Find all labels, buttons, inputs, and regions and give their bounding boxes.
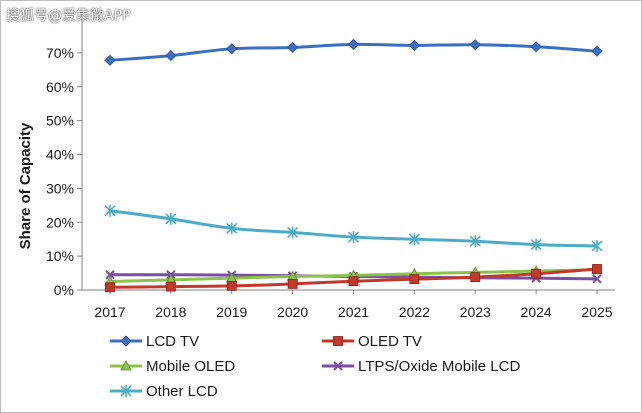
legend-marker-oled-tv: [333, 336, 343, 346]
x-tick-label: 2021: [338, 304, 369, 320]
data-point-oled-tv: [165, 281, 176, 292]
y-tick-label: 50%: [46, 113, 74, 129]
data-point-other-lcd: [104, 204, 116, 217]
x-tick-label: 2024: [521, 304, 552, 320]
data-point-oled-tv: [470, 272, 481, 283]
series-lcd-tv: [104, 38, 603, 66]
data-point-lcd-tv: [469, 39, 481, 51]
data-point-lcd-tv: [104, 54, 116, 66]
y-tick-label: 0%: [54, 282, 74, 298]
legend-item-oled-tv: OLED TV: [322, 333, 422, 350]
y-tick-label: 70%: [46, 45, 74, 61]
y-tick-label: 10%: [46, 248, 74, 264]
data-point-ltps-oxide-mobile-lcd: [592, 274, 602, 284]
chart-series: [104, 38, 603, 293]
series-other-lcd: [104, 204, 603, 252]
x-tick-label: 2025: [581, 304, 612, 320]
legend-item-lcd-tv: LCD TV: [110, 333, 199, 350]
data-point-lcd-tv: [165, 50, 177, 62]
x-tick-label: 2018: [155, 304, 186, 320]
x-tick-label: 2022: [399, 304, 430, 320]
data-point-lcd-tv: [226, 43, 238, 55]
x-tick-label: 2020: [277, 304, 308, 320]
y-tick-labels: 0% 10% 20% 30% 40% 50% 60% 70%: [46, 45, 82, 298]
y-tick-label: 40%: [46, 147, 74, 163]
data-point-lcd-tv: [530, 41, 542, 53]
data-point-other-lcd: [226, 222, 238, 235]
data-point-oled-tv: [409, 274, 420, 285]
series-oled-tv: [105, 264, 602, 293]
legend-marker-other-lcd: [120, 385, 132, 397]
legend: LCD TV OLED TV Mobile OLED LTPS/Oxide Mobil…: [110, 333, 520, 400]
legend-label-lcd-tv: LCD TV: [146, 333, 199, 350]
legend-item-ltps-oxide-mobile-lcd: LTPS/Oxide Mobile LCD: [322, 358, 520, 375]
data-point-other-lcd: [469, 235, 481, 248]
watermark: 搜狐号@爱集微APP: [6, 8, 131, 24]
data-point-other-lcd: [165, 212, 177, 225]
data-point-lcd-tv: [591, 45, 603, 57]
data-point-oled-tv: [105, 282, 115, 293]
data-point-other-lcd: [591, 239, 603, 252]
y-tick-label: 60%: [46, 79, 74, 95]
x-tick-label: 2023: [460, 304, 491, 320]
data-point-other-lcd: [287, 226, 299, 239]
data-point-other-lcd: [530, 238, 542, 251]
data-point-lcd-tv: [287, 41, 299, 54]
legend-label-other-lcd: Other LCD: [146, 383, 218, 400]
legend-label-oled-tv: OLED TV: [358, 333, 422, 350]
legend-item-mobile-oled: Mobile OLED: [110, 358, 235, 375]
data-point-lcd-tv: [347, 38, 360, 50]
data-point-other-lcd: [347, 231, 360, 244]
y-tick-label: 20%: [46, 214, 74, 230]
y-axis-label: Share of Capacity: [17, 122, 34, 249]
legend-marker-mobile-oled: [120, 360, 132, 371]
x-tick-label: 2019: [216, 304, 247, 320]
legend-marker-ltps-oxide-mobile-lcd: [333, 361, 343, 371]
data-point-oled-tv: [226, 281, 237, 291]
legend-label-mobile-oled: Mobile OLED: [146, 358, 235, 375]
y-tick-label: 30%: [46, 180, 74, 196]
x-tick-label: 2017: [94, 304, 125, 320]
data-point-oled-tv: [531, 268, 542, 279]
legend-item-other-lcd: Other LCD: [110, 383, 218, 400]
data-point-oled-tv: [287, 279, 298, 289]
legend-marker-lcd-tv: [120, 335, 132, 347]
x-tick-labels: 2017 2018 2019 2020 2021 2022 2023 2024 2025: [94, 290, 613, 320]
data-point-oled-tv: [348, 276, 359, 287]
data-point-lcd-tv: [408, 39, 420, 51]
data-point-oled-tv: [592, 264, 602, 274]
data-point-other-lcd: [408, 233, 420, 246]
data-point-ltps-oxide-mobile-lcd: [105, 270, 115, 280]
legend-label-ltps-oxide-mobile-lcd: LTPS/Oxide Mobile LCD: [358, 358, 520, 375]
